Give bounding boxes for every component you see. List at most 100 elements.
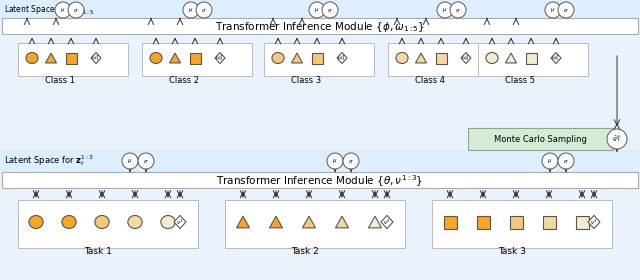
Polygon shape <box>551 53 561 64</box>
Bar <box>543 216 556 228</box>
FancyBboxPatch shape <box>0 34 640 144</box>
Text: $\nu^1$: $\nu^1$ <box>176 217 184 227</box>
Text: $\sigma$: $\sigma$ <box>73 6 79 13</box>
Polygon shape <box>170 53 180 63</box>
FancyBboxPatch shape <box>0 188 640 280</box>
Text: $\sigma$: $\sigma$ <box>201 6 207 13</box>
Ellipse shape <box>343 153 359 169</box>
Bar <box>575 216 589 228</box>
Polygon shape <box>461 53 471 64</box>
FancyBboxPatch shape <box>18 200 198 248</box>
Text: $\sigma$: $\sigma$ <box>327 6 333 13</box>
Text: $\sigma$: $\sigma$ <box>563 6 569 13</box>
Bar <box>509 216 522 228</box>
FancyBboxPatch shape <box>18 43 128 76</box>
Ellipse shape <box>150 53 162 64</box>
FancyBboxPatch shape <box>468 128 613 150</box>
Ellipse shape <box>437 2 453 18</box>
Ellipse shape <box>396 53 408 64</box>
Ellipse shape <box>26 53 38 64</box>
Text: Transformer Inference Module $\{\theta, \nu^{1:3}\}$: Transformer Inference Module $\{\theta, … <box>216 173 424 189</box>
Polygon shape <box>369 216 381 228</box>
Polygon shape <box>237 216 250 228</box>
Polygon shape <box>45 53 56 63</box>
Ellipse shape <box>450 2 466 18</box>
Polygon shape <box>506 53 516 63</box>
Bar <box>444 216 456 228</box>
Text: $\sigma$: $\sigma$ <box>348 158 354 165</box>
Polygon shape <box>415 53 426 63</box>
Text: $\mu$: $\mu$ <box>314 6 319 14</box>
Bar <box>65 53 77 64</box>
Text: $\nu^3$: $\nu^3$ <box>590 217 598 227</box>
Ellipse shape <box>322 2 338 18</box>
Ellipse shape <box>327 153 343 169</box>
Polygon shape <box>269 216 282 228</box>
Text: Task 2: Task 2 <box>291 248 319 256</box>
Ellipse shape <box>68 2 84 18</box>
Text: $\hat{g}_\tau^{(j)}$: $\hat{g}_\tau^{(j)}$ <box>612 134 622 144</box>
Ellipse shape <box>545 2 561 18</box>
Ellipse shape <box>607 129 627 149</box>
Ellipse shape <box>542 153 558 169</box>
Ellipse shape <box>183 2 199 18</box>
FancyBboxPatch shape <box>478 43 588 76</box>
Polygon shape <box>174 215 186 228</box>
FancyBboxPatch shape <box>2 172 638 188</box>
Ellipse shape <box>272 53 284 64</box>
Polygon shape <box>588 215 600 228</box>
FancyBboxPatch shape <box>264 43 374 76</box>
Ellipse shape <box>161 216 175 228</box>
Bar <box>312 53 323 64</box>
Text: $\mu$: $\mu$ <box>188 6 194 14</box>
Text: $\sigma$: $\sigma$ <box>455 6 461 13</box>
Polygon shape <box>215 53 225 64</box>
Text: $\mu$: $\mu$ <box>550 6 556 14</box>
FancyBboxPatch shape <box>388 43 498 76</box>
Text: Class 2: Class 2 <box>169 76 199 85</box>
Polygon shape <box>381 215 393 228</box>
Text: Class 3: Class 3 <box>291 76 321 85</box>
Ellipse shape <box>122 153 138 169</box>
Ellipse shape <box>309 2 325 18</box>
FancyBboxPatch shape <box>432 200 612 248</box>
FancyBboxPatch shape <box>225 200 405 248</box>
Text: Class 1: Class 1 <box>45 76 75 85</box>
Text: Class 4: Class 4 <box>415 76 445 85</box>
Ellipse shape <box>138 153 154 169</box>
Text: $\nu^2$: $\nu^2$ <box>383 217 390 227</box>
FancyBboxPatch shape <box>142 43 252 76</box>
Text: Task 1: Task 1 <box>84 248 112 256</box>
Text: $\mu$: $\mu$ <box>442 6 447 14</box>
Text: $\mu$: $\mu$ <box>60 6 66 14</box>
Polygon shape <box>337 53 347 64</box>
Text: Latent Space for $\mathbf{w}_{\tau,1:5}^{s}$: Latent Space for $\mathbf{w}_{\tau,1:5}^… <box>4 3 95 17</box>
Text: Transformer Inference Module $\{\phi, \omega_{1:5}\}$: Transformer Inference Module $\{\phi, \o… <box>215 20 425 34</box>
Text: Latent Space for $\mathbf{z}_{t}^{1:3}$: Latent Space for $\mathbf{z}_{t}^{1:3}$ <box>4 153 94 169</box>
Polygon shape <box>303 216 316 228</box>
Text: $\omega_2^{\tau}$: $\omega_2^{\tau}$ <box>216 53 225 63</box>
Text: $\mu$: $\mu$ <box>127 157 132 165</box>
Ellipse shape <box>29 216 43 228</box>
Text: Class 5: Class 5 <box>505 76 535 85</box>
FancyBboxPatch shape <box>2 18 638 34</box>
FancyBboxPatch shape <box>0 150 640 172</box>
Bar <box>477 216 490 228</box>
Polygon shape <box>291 53 303 63</box>
Text: Task 3: Task 3 <box>498 248 526 256</box>
Text: $\omega_4^{\tau}$: $\omega_4^{\tau}$ <box>461 53 470 63</box>
Text: $\sigma$: $\sigma$ <box>143 158 149 165</box>
Text: $\mu$: $\mu$ <box>332 157 338 165</box>
Text: $\sigma$: $\sigma$ <box>563 158 569 165</box>
Polygon shape <box>91 53 101 64</box>
Ellipse shape <box>196 2 212 18</box>
Text: $\omega_3^{\tau}$: $\omega_3^{\tau}$ <box>337 53 347 63</box>
Ellipse shape <box>558 2 574 18</box>
FancyBboxPatch shape <box>0 0 640 20</box>
Polygon shape <box>335 216 349 228</box>
Ellipse shape <box>128 216 142 228</box>
Ellipse shape <box>95 216 109 228</box>
Text: $\omega_5^{\tau}$: $\omega_5^{\tau}$ <box>552 53 561 63</box>
Text: $\omega_1^{\tau}$: $\omega_1^{\tau}$ <box>92 53 100 63</box>
Text: $\mu$: $\mu$ <box>547 157 553 165</box>
